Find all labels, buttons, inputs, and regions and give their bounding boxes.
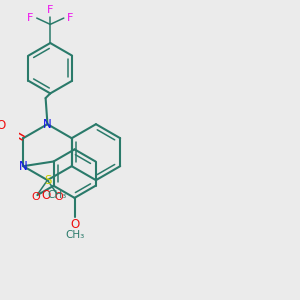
Text: O: O	[55, 192, 64, 202]
Text: CH₃: CH₃	[47, 190, 67, 200]
Text: S: S	[44, 174, 51, 187]
Text: N: N	[43, 118, 52, 131]
Text: N: N	[19, 160, 28, 173]
Text: CH₃: CH₃	[65, 230, 84, 240]
Text: O: O	[0, 119, 6, 132]
Text: F: F	[47, 5, 53, 15]
Text: O: O	[31, 192, 40, 202]
Text: F: F	[67, 13, 74, 23]
Text: O: O	[41, 189, 50, 202]
Text: F: F	[27, 13, 33, 23]
Text: O: O	[70, 218, 79, 231]
